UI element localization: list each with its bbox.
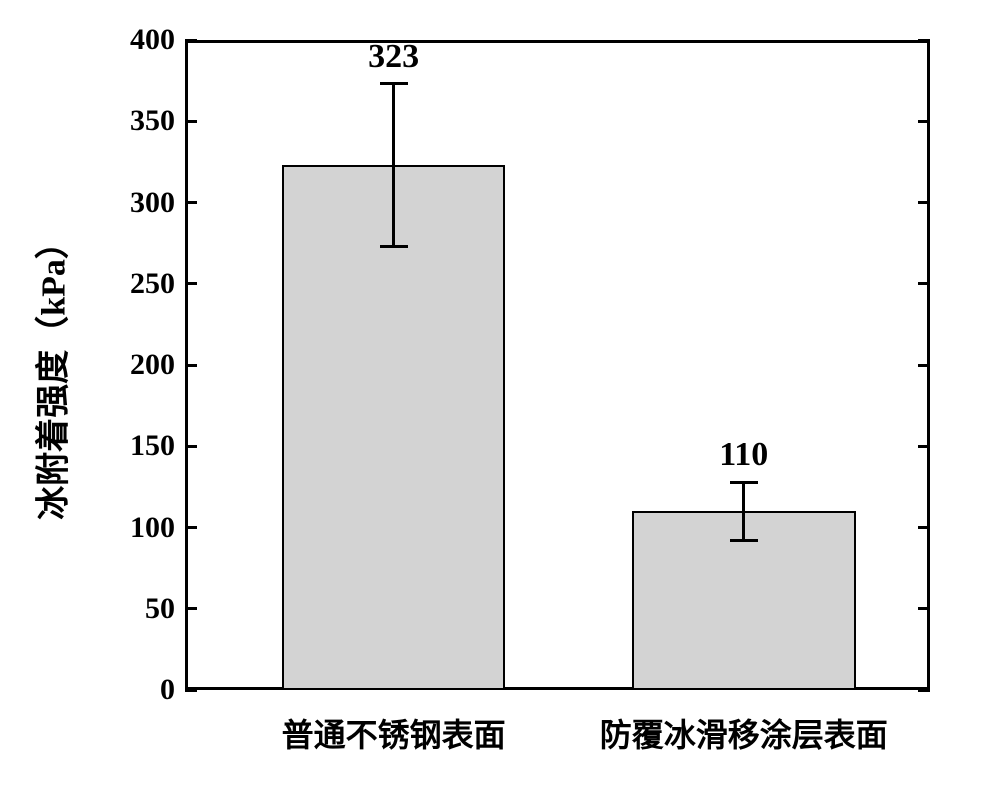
y-tick-mark [918,607,930,610]
x-tick-label: 普通不锈钢表面 [194,710,594,756]
error-bar-cap-bottom [380,245,408,248]
y-axis-label: 冰附着强度（kPa） [26,48,75,698]
y-tick-mark [185,607,197,610]
error-bar-cap-bottom [730,539,758,542]
y-tick-mark [185,526,197,529]
y-tick-mark [918,282,930,285]
error-bar-cap-top [730,481,758,484]
y-tick-label: 200 [95,348,175,382]
y-tick-mark [185,39,197,42]
y-tick-mark [918,445,930,448]
y-tick-mark [918,39,930,42]
y-tick-label: 350 [95,104,175,138]
x-tick-label: 防覆冰滑移涂层表面 [544,710,944,756]
y-tick-mark [185,445,197,448]
y-tick-mark [185,689,197,692]
y-tick-mark [185,120,197,123]
y-tick-label: 0 [95,673,175,707]
y-tick-label: 150 [95,429,175,463]
y-tick-mark [185,282,197,285]
y-tick-mark [918,120,930,123]
y-tick-mark [185,201,197,204]
y-tick-mark [918,201,930,204]
y-tick-mark [918,364,930,367]
y-tick-mark [185,364,197,367]
y-tick-label: 300 [95,186,175,220]
y-tick-label: 50 [95,592,175,626]
y-tick-label: 250 [95,267,175,301]
bar-value-label: 323 [334,38,454,76]
error-bar-cap-top [380,82,408,85]
chart-container: 冰附着强度（kPa） 0 50 100 150 200 250 300 350 400 323 1… [0,0,1000,791]
y-tick-label: 100 [95,511,175,545]
y-tick-mark [918,526,930,529]
error-bar-line [392,84,395,247]
error-bar-line [742,482,745,541]
bar-value-label: 110 [684,436,804,474]
y-tick-label: 400 [95,23,175,57]
y-tick-mark [918,689,930,692]
